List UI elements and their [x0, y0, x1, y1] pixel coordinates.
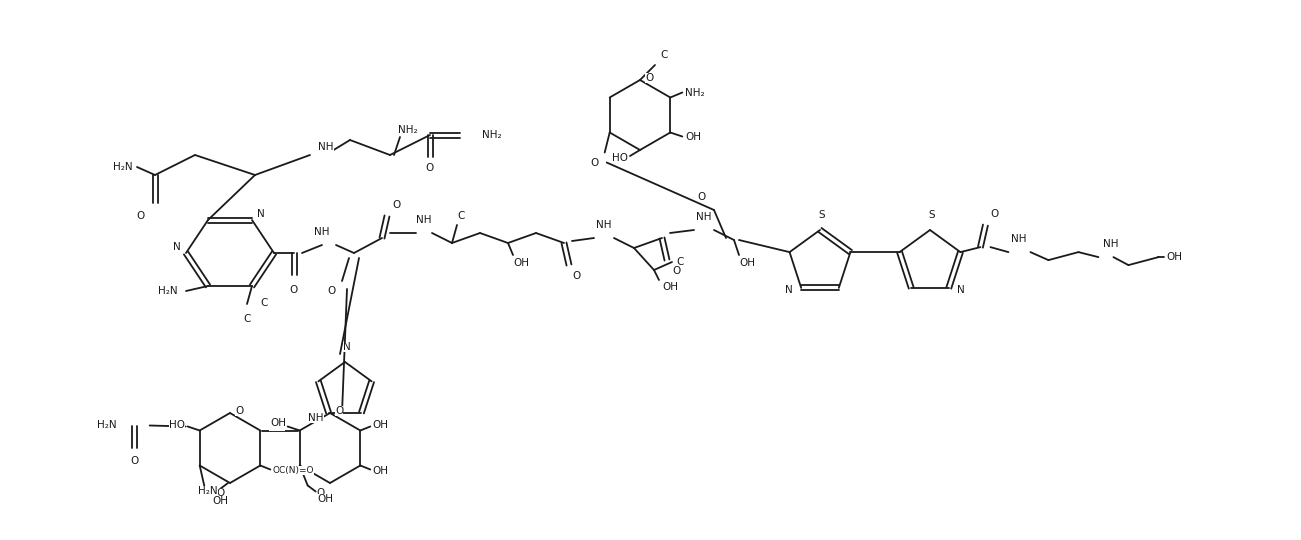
Text: O: O — [217, 488, 225, 498]
Text: NH₂: NH₂ — [398, 125, 418, 135]
Text: H₂N: H₂N — [98, 421, 117, 430]
Text: N: N — [173, 242, 181, 252]
Text: NH: NH — [596, 220, 611, 230]
Text: O: O — [290, 285, 298, 295]
Text: OH: OH — [372, 421, 388, 430]
Text: NH: NH — [1103, 239, 1119, 249]
Text: OH: OH — [662, 282, 678, 292]
Text: NH: NH — [317, 142, 333, 152]
Text: O: O — [591, 158, 598, 167]
Text: C: C — [260, 298, 268, 308]
Text: OH: OH — [513, 258, 530, 268]
Text: O: O — [990, 209, 999, 219]
Text: H₂N: H₂N — [113, 162, 133, 172]
Text: O: O — [235, 406, 243, 416]
Text: O: O — [328, 286, 336, 296]
Text: C: C — [677, 257, 683, 267]
Text: C: C — [243, 314, 251, 324]
Text: C: C — [457, 211, 464, 221]
Text: S: S — [929, 210, 935, 220]
Text: O: O — [697, 192, 706, 202]
Text: NH₂: NH₂ — [481, 130, 502, 140]
Text: H₂N: H₂N — [198, 486, 219, 496]
Text: OH: OH — [1167, 252, 1183, 262]
Text: HO: HO — [269, 421, 285, 430]
Text: O: O — [130, 456, 139, 465]
Text: O: O — [645, 73, 653, 83]
Text: OH: OH — [212, 496, 229, 505]
Text: NH: NH — [416, 215, 432, 225]
Text: NH: NH — [1011, 234, 1026, 244]
Text: O: O — [392, 200, 401, 210]
Text: OH: OH — [317, 494, 333, 503]
Text: O: O — [316, 488, 325, 498]
Text: N: N — [258, 209, 264, 219]
Text: HO: HO — [611, 153, 628, 163]
Text: OH: OH — [372, 465, 388, 476]
Text: N: N — [786, 285, 794, 295]
Text: OH: OH — [739, 258, 755, 268]
Text: S: S — [818, 210, 825, 220]
Text: OC(N)=O: OC(N)=O — [272, 466, 314, 475]
Text: OH: OH — [271, 417, 286, 428]
Text: NH: NH — [315, 227, 329, 237]
Text: NH: NH — [696, 212, 712, 222]
Text: O: O — [572, 271, 580, 281]
Text: NH: NH — [308, 413, 324, 423]
Text: NH₂: NH₂ — [686, 87, 705, 98]
Text: N: N — [343, 342, 351, 352]
Text: O: O — [334, 406, 343, 416]
Text: C: C — [660, 50, 667, 60]
Text: N: N — [956, 285, 964, 295]
Text: O: O — [673, 266, 680, 276]
Text: H₂N: H₂N — [159, 286, 178, 296]
Text: O: O — [137, 211, 144, 221]
Text: HO: HO — [169, 421, 185, 430]
Text: OH: OH — [686, 132, 701, 143]
Text: O: O — [425, 163, 435, 173]
